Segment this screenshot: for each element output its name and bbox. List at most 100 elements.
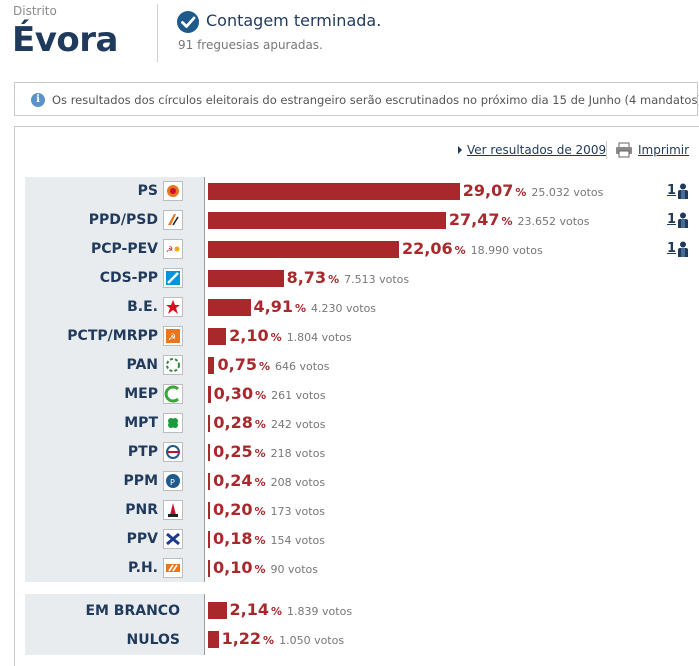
result-bar [208, 444, 211, 461]
percent-symbol: % [258, 360, 270, 373]
result-votes: 23.652 votos [517, 215, 590, 228]
result-bar [208, 270, 284, 287]
percent-symbol: % [328, 273, 340, 286]
result-label: 8,73% 7.513 votos [287, 268, 410, 287]
printer-icon[interactable] [615, 142, 633, 158]
results-2009-link[interactable]: Ver resultados de 2009 [467, 143, 607, 157]
result-bar [208, 415, 211, 432]
result-percentage: 0,18 [213, 529, 253, 548]
party-name: PCP-PEV [90, 241, 158, 257]
result-label: 0,30% 261 votos [214, 384, 326, 403]
party-name: PAN [126, 357, 158, 373]
result-percentage: 22,06 [402, 239, 453, 258]
party-name: B.E. [127, 299, 158, 315]
cdu-logo-icon: ☭ [163, 239, 183, 259]
psd-logo-icon [163, 210, 183, 230]
deputy-icon[interactable] [676, 183, 690, 199]
party-row: PS 29,07% 25.032 votos 1 [0, 177, 699, 206]
party-name: PS [137, 183, 158, 199]
result-percentage: 1,22 [221, 629, 262, 648]
result-bar [208, 602, 227, 619]
party-name: MEP [124, 386, 158, 402]
party-row: P.H. 0,10% 90 votos [0, 554, 699, 583]
ps-logo-icon [163, 181, 183, 201]
result-votes: 646 votos [275, 360, 330, 373]
party-name: MPT [124, 415, 158, 431]
result-votes: 242 votos [270, 418, 326, 431]
party-row: PAN 0,75% 646 votos [0, 351, 699, 380]
district-label: Distrito [13, 4, 57, 18]
extra-result-name: NULOS [126, 632, 181, 648]
party-row: B.E. 4,91% 4.230 votos [0, 293, 699, 322]
result-bar [208, 631, 219, 648]
party-row: PPV 0,18% 154 votos [0, 525, 699, 554]
pnr-logo-icon [163, 500, 183, 520]
percent-symbol: % [254, 476, 266, 489]
party-name: PNR [125, 502, 158, 518]
result-votes: 7.513 votos [344, 273, 410, 286]
seats-link[interactable]: 1 [667, 212, 677, 227]
party-row: PPM P 0,24% 208 votos [0, 467, 699, 496]
percent-symbol: % [255, 389, 267, 402]
result-votes: 90 votos [270, 563, 319, 576]
result-bar [208, 328, 227, 345]
result-label: 0,25% 218 votos [213, 442, 325, 461]
party-row: PCTP/MRPP ☭ 2,10% 1.804 votos [0, 322, 699, 351]
info-notice: i Os resultados dos círculos eleitorais … [14, 82, 699, 116]
result-label: 0,24% 208 votos [213, 471, 325, 490]
party-name: PPD/PSD [88, 212, 158, 228]
result-percentage: 2,10 [229, 326, 269, 345]
chart-axis-extras [204, 594, 205, 655]
result-percentage: 0,20 [213, 500, 253, 519]
result-label: 0,10% 90 votos [213, 558, 318, 577]
party-row: MPT 0,28% 242 votos [0, 409, 699, 438]
result-votes: 1.050 votos [279, 634, 345, 647]
result-percentage: 27,47 [448, 210, 500, 229]
deputy-icon[interactable] [676, 212, 690, 228]
party-name: PPV [126, 531, 158, 547]
ppv-logo-icon [163, 529, 183, 549]
result-bar [208, 299, 251, 316]
percent-symbol: % [270, 331, 282, 344]
seats-link[interactable]: 1 [667, 241, 677, 256]
percent-symbol: % [454, 244, 466, 257]
arrow-right-icon [458, 146, 462, 154]
percent-symbol: % [295, 302, 307, 315]
print-link[interactable]: Imprimir [638, 143, 690, 157]
result-votes: 154 votos [270, 534, 326, 547]
chart-axis [204, 177, 205, 582]
party-name: PCTP/MRPP [67, 328, 158, 344]
ppm-logo-icon: P [163, 471, 183, 491]
result-label: 29,07% 25.032 votos [463, 181, 604, 200]
results-panel [14, 126, 699, 666]
deputy-icon[interactable] [676, 241, 690, 257]
percent-symbol: % [501, 215, 513, 228]
party-row: PNR 0,20% 173 votos [0, 496, 699, 525]
ptp-logo-icon [163, 442, 183, 462]
result-votes: 18.990 votos [470, 244, 543, 257]
parishes-count: 91 freguesias apuradas. [178, 38, 323, 52]
result-bar [208, 241, 400, 258]
result-label: 0,75% 646 votos [217, 355, 329, 374]
result-bar [208, 183, 460, 200]
mep-logo-icon [163, 384, 183, 404]
result-label: 0,18% 154 votos [213, 529, 325, 548]
percent-symbol: % [263, 634, 275, 647]
result-votes: 173 votos [270, 505, 326, 518]
mpt-logo-icon [163, 413, 183, 433]
result-bar [208, 386, 211, 403]
result-percentage: 0,28 [213, 413, 253, 432]
result-percentage: 0,30 [213, 384, 254, 403]
result-label: 1,22% 1.050 votos [222, 629, 345, 648]
seats-link[interactable]: 1 [667, 183, 677, 198]
party-row: PPD/PSD 27,47% 23.652 votos 1 [0, 206, 699, 235]
result-label: 0,28% 242 votos [213, 413, 325, 432]
pan-logo-icon [163, 355, 183, 375]
tools-separator [606, 141, 607, 159]
result-votes: 218 votos [270, 447, 326, 460]
result-percentage: 0,75 [217, 355, 257, 374]
result-votes: 1.839 votos [287, 605, 353, 618]
percent-symbol: % [254, 505, 266, 518]
party-row: PTP 0,25% 218 votos [0, 438, 699, 467]
percent-symbol: % [515, 186, 527, 199]
